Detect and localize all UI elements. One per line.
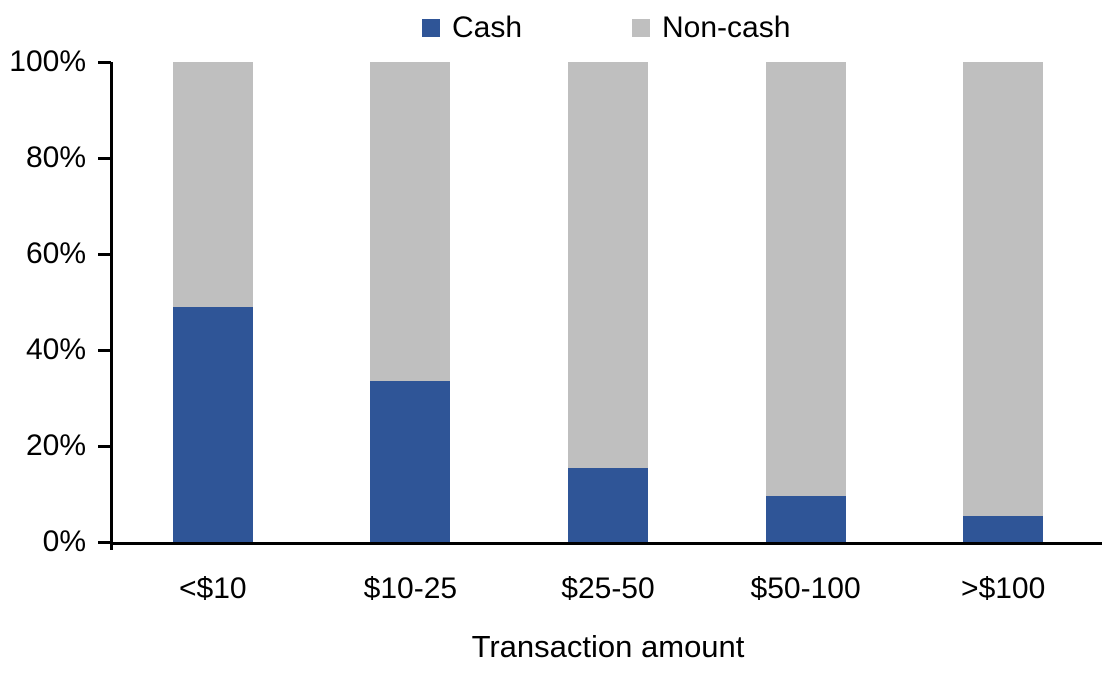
bar-segment-non-cash	[568, 62, 648, 468]
bar-segment-cash	[172, 306, 253, 542]
x-axis-category-label: $25-50	[561, 572, 655, 605]
bar-segment-cash	[370, 381, 451, 542]
legend-swatch-non-cash-icon	[632, 19, 650, 37]
bar-stack	[963, 62, 1044, 542]
x-axis-category-label: $10-25	[363, 572, 458, 605]
y-axis-tick	[98, 445, 111, 448]
legend-item-non-cash: Non-cash	[632, 10, 790, 46]
bar-stack	[370, 62, 451, 542]
legend-item-cash: Cash	[422, 10, 522, 46]
y-axis-tick	[98, 253, 111, 256]
bar-segment-non-cash	[765, 62, 846, 497]
y-axis-tick-label: 100%	[9, 45, 86, 78]
legend-label-non-cash: Non-cash	[662, 11, 791, 44]
y-axis-tick	[98, 157, 111, 160]
bar-segment-non-cash	[963, 62, 1044, 516]
bar-segment-non-cash	[370, 62, 451, 382]
legend-swatch-cash-icon	[422, 19, 440, 37]
bar-stack	[172, 62, 253, 542]
y-axis-tick	[98, 541, 111, 544]
y-axis-tick-label: 60%	[25, 237, 86, 270]
bar-segment-cash	[765, 496, 846, 542]
y-axis-line	[110, 62, 113, 550]
bar-segment-cash	[568, 467, 648, 542]
y-axis-tick-label: 40%	[25, 333, 86, 366]
x-axis-category-label: $50-100	[750, 572, 861, 605]
x-axis-category-label: <$10	[179, 572, 247, 605]
legend-label-cash: Cash	[452, 11, 523, 44]
y-axis-tick	[98, 349, 111, 352]
y-axis-tick-label: 20%	[25, 429, 86, 462]
x-axis-category-label: >$100	[961, 572, 1046, 605]
bar-stack	[568, 62, 648, 542]
x-axis-title: Transaction amount	[471, 629, 745, 664]
bar-segment-non-cash	[172, 62, 253, 307]
y-axis-tick-label: 0%	[42, 525, 86, 558]
y-axis-tick	[98, 61, 111, 64]
x-axis-line	[110, 542, 1102, 545]
bar-stack	[765, 62, 846, 542]
y-axis-tick-label: 80%	[25, 141, 86, 174]
bar-segment-cash	[963, 515, 1044, 542]
